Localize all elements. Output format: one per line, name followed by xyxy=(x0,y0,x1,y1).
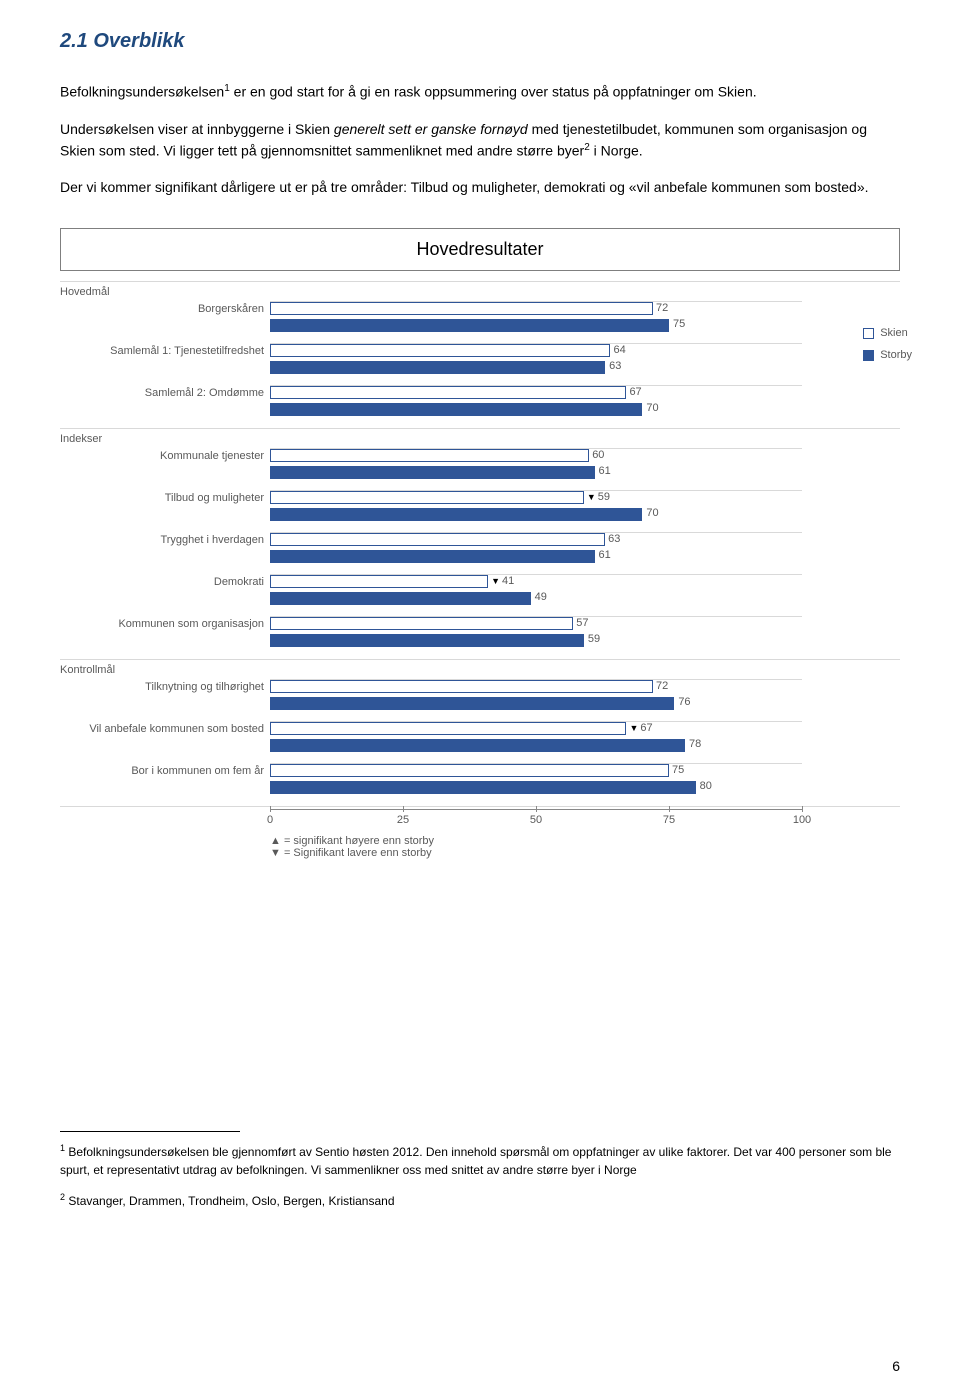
bar-skien: 67 xyxy=(270,386,626,399)
chart-row-label: Trygghet i hverdagen xyxy=(60,534,270,546)
bar-storby: 80 xyxy=(270,781,696,794)
bar-skien: 72 xyxy=(270,302,653,315)
chart-title: Hovedresultater xyxy=(60,228,900,271)
bar-value-storby: 49 xyxy=(535,591,547,603)
p2-em: generelt sett er ganske fornøyd xyxy=(334,121,528,137)
bar-skien: 60 xyxy=(270,449,589,462)
p1-b: er en god start for å gi en rask oppsumm… xyxy=(230,84,757,100)
bar-skien: 72 xyxy=(270,680,653,693)
footnote-down: ▼ = Signifikant lavere enn storby xyxy=(270,847,900,859)
bar-value-storby: 61 xyxy=(599,465,611,477)
bar-skien: 57 xyxy=(270,617,573,630)
chart-row-label: Samlemål 1: Tjenestetilfredshet xyxy=(60,345,270,357)
bar-value-storby: 61 xyxy=(599,549,611,561)
bar-storby: 63 xyxy=(270,361,605,374)
footnote-up: ▲ = signifikant høyere enn storby xyxy=(270,835,900,847)
bar-value-skien: 72 xyxy=(656,680,668,692)
bar-storby: 78 xyxy=(270,739,685,752)
p2-a: Undersøkelsen viser at innbyggerne i Ski… xyxy=(60,121,334,137)
chart-row-label: Tilknytning og tilhørighet xyxy=(60,681,270,693)
page-number: 6 xyxy=(892,1358,900,1374)
bar-value-skien: 75 xyxy=(672,764,684,776)
bar-storby: 61 xyxy=(270,466,595,479)
bar-skien: ▼41 xyxy=(270,575,488,588)
axis-tick-label: 25 xyxy=(397,814,409,826)
legend-label-storby: Storby xyxy=(880,349,912,361)
bar-value-storby: 80 xyxy=(700,780,712,792)
bar-storby: 49 xyxy=(270,592,531,605)
bar-value-skien: ▼59 xyxy=(587,491,610,503)
bar-storby: 70 xyxy=(270,403,642,416)
bar-storby: 70 xyxy=(270,508,642,521)
bar-value-storby: 70 xyxy=(646,402,658,414)
axis-tick-label: 50 xyxy=(530,814,542,826)
bar-value-storby: 59 xyxy=(588,633,600,645)
bar-value-storby: 75 xyxy=(673,318,685,330)
chart-legend: Skien Storby xyxy=(863,327,912,371)
bar-value-skien: 57 xyxy=(576,617,588,629)
p2-c: i Norge. xyxy=(590,142,643,158)
axis-tick-label: 75 xyxy=(663,814,675,826)
legend-swatch-storby xyxy=(863,350,874,361)
chart-section-label: Kontrollmål xyxy=(60,664,900,676)
bar-storby: 75 xyxy=(270,319,669,332)
legend-swatch-skien xyxy=(863,328,874,339)
bar-value-storby: 70 xyxy=(646,507,658,519)
chart-container: Hovedresultater Skien Storby HovedmålBor… xyxy=(60,228,900,821)
bar-skien: 63 xyxy=(270,533,605,546)
fn2-text: Stavanger, Drammen, Trondheim, Oslo, Ber… xyxy=(65,1194,395,1208)
paragraph-2: Undersøkelsen viser at innbyggerne i Ski… xyxy=(60,119,900,162)
bar-skien: 64 xyxy=(270,344,610,357)
bar-storby: 59 xyxy=(270,634,584,647)
bar-value-skien: 72 xyxy=(656,302,668,314)
bar-value-skien: 63 xyxy=(608,533,620,545)
chart-area: Skien Storby HovedmålBorgerskåren7275Sam… xyxy=(60,281,900,821)
section-heading: 2.1 Overblikk xyxy=(60,30,900,53)
chart-section-label: Hovedmål xyxy=(60,286,900,298)
bar-value-skien: ▼67 xyxy=(629,722,652,734)
footnote-2: 2 Stavanger, Drammen, Trondheim, Oslo, B… xyxy=(60,1191,900,1210)
chart-row-label: Borgerskåren xyxy=(60,303,270,315)
bar-skien: ▼67 xyxy=(270,722,626,735)
bar-value-skien: 64 xyxy=(613,344,625,356)
legend-skien: Skien xyxy=(863,327,912,339)
chart-row-label: Vil anbefale kommunen som bosted xyxy=(60,723,270,735)
axis-tick-label: 100 xyxy=(793,814,811,826)
bar-skien: ▼59 xyxy=(270,491,584,504)
bar-storby: 61 xyxy=(270,550,595,563)
chart-footnotes: ▲ = signifikant høyere enn storby ▼ = Si… xyxy=(270,835,900,859)
legend-storby: Storby xyxy=(863,349,912,361)
bar-value-storby: 76 xyxy=(678,696,690,708)
fn1-text: Befolkningsundersøkelsen ble gjennomført… xyxy=(60,1145,891,1177)
bar-value-skien: 60 xyxy=(592,449,604,461)
p1-a: Befolkningsundersøkelsen xyxy=(60,84,224,100)
chart-row-label: Samlemål 2: Omdømme xyxy=(60,387,270,399)
bar-skien: 75 xyxy=(270,764,669,777)
chart-row-label: Kommunen som organisasjon xyxy=(60,618,270,630)
bar-value-storby: 63 xyxy=(609,360,621,372)
footnote-1: 1 Befolkningsundersøkelsen ble gjennomfø… xyxy=(60,1142,900,1179)
bar-value-skien: 67 xyxy=(629,386,641,398)
chart-x-axis: 0255075100 xyxy=(270,809,802,829)
footnote-separator xyxy=(60,1131,240,1132)
bar-value-storby: 78 xyxy=(689,738,701,750)
legend-label-skien: Skien xyxy=(880,327,908,339)
bar-value-skien: ▼41 xyxy=(491,575,514,587)
chart-row-label: Demokrati xyxy=(60,576,270,588)
chart-row-label: Tilbud og muligheter xyxy=(60,492,270,504)
chart-section-label: Indekser xyxy=(60,433,900,445)
chart-row-label: Bor i kommunen om fem år xyxy=(60,765,270,777)
paragraph-1: Befolkningsundersøkelsen1 er en god star… xyxy=(60,81,900,103)
chart-row-label: Kommunale tjenester xyxy=(60,450,270,462)
bar-storby: 76 xyxy=(270,697,674,710)
axis-tick-label: 0 xyxy=(267,814,273,826)
paragraph-3: Der vi kommer signifikant dårligere ut e… xyxy=(60,177,900,198)
